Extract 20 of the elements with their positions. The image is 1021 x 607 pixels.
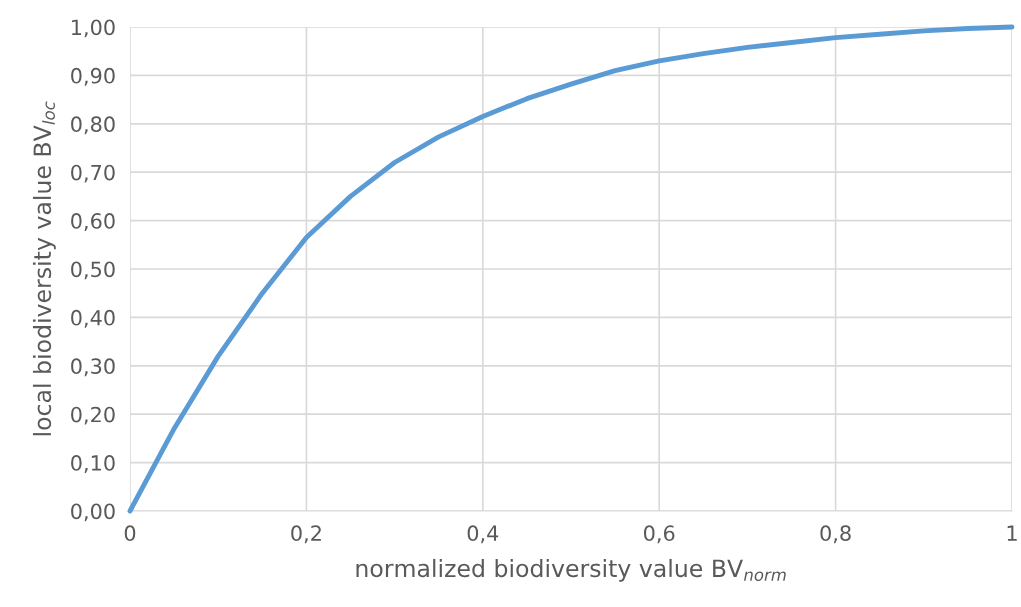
x-tick-label: 0 (124, 525, 136, 542)
x-tick-label: 0,2 (291, 525, 321, 544)
line-series (127, 24, 1015, 514)
y-tick-label: 1,00 (72, 19, 115, 38)
y-tick-label: 0,80 (71, 116, 115, 135)
x-tick-label: 1 (1007, 525, 1017, 541)
x-axis-title: normalized biodiversity value BV$_{norm}$ (356, 558, 786, 582)
x-tick-label: 0,6 (644, 525, 675, 544)
x-tick-label: 0,4 (467, 525, 499, 544)
y-tick-label: 0,60 (71, 213, 115, 231)
x-tick-label: 0,8 (820, 525, 851, 544)
y-tick-label: 0,70 (71, 164, 115, 183)
y-axis-title: local biodiversity value BV$_{loc}$ (32, 101, 56, 436)
y-tick-label: 0,30 (71, 358, 115, 377)
y-tick-label: 0,50 (71, 261, 115, 280)
y-tick-label: 0,10 (71, 455, 115, 473)
y-tick-label: 0,20 (71, 406, 115, 425)
y-tick-label: 0,90 (71, 67, 115, 86)
y-tick-label: 0,00 (71, 503, 115, 522)
y-tick-label: 0,40 (71, 309, 115, 328)
